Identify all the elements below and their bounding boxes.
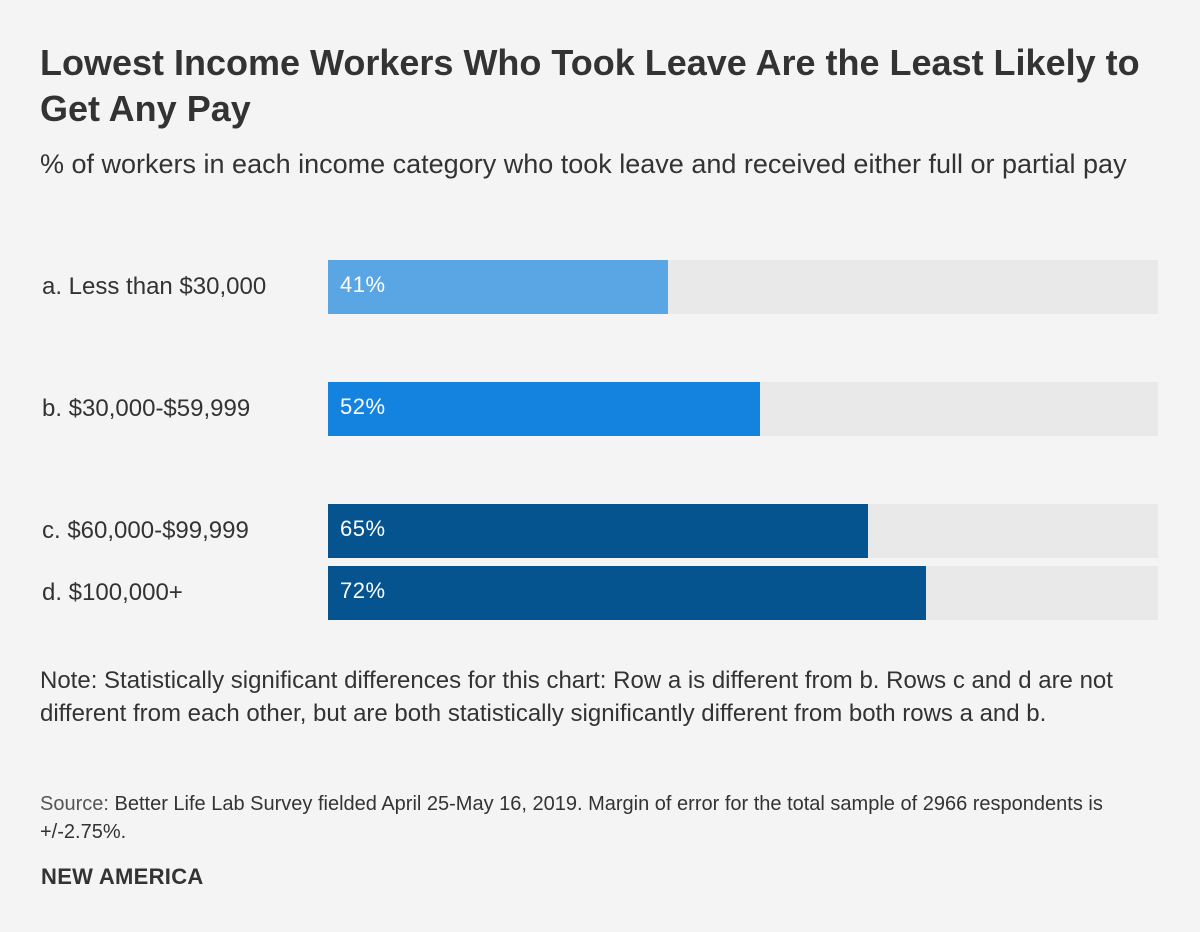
source-prefix: Source: xyxy=(40,793,109,815)
chart-title: Lowest Income Workers Who Took Leave Are… xyxy=(40,42,1140,129)
category-label: b. $30,000-$59,999 xyxy=(42,395,251,422)
bar: 41% xyxy=(328,260,668,314)
bar-value-label: 41% xyxy=(340,272,386,297)
chart-source: Source: Better Life Lab Survey fielded A… xyxy=(40,790,1170,846)
category-label: d. $100,000+ xyxy=(42,579,183,606)
bar: 52% xyxy=(328,382,760,436)
chart-subtitle: % of workers in each income category who… xyxy=(40,149,1127,179)
bar: 65% xyxy=(328,504,868,558)
bar: 72% xyxy=(328,566,926,620)
bar-track: 72% xyxy=(328,566,1158,620)
brand-logo-text: NEW AMERICA xyxy=(41,864,204,889)
bar-value-label: 65% xyxy=(340,516,386,541)
bar-track: 65% xyxy=(328,504,1158,558)
source-text: Better Life Lab Survey fielded April 25-… xyxy=(40,793,1103,843)
bar-value-label: 72% xyxy=(340,578,386,603)
bar-value-label: 52% xyxy=(340,394,386,419)
category-label: c. $60,000-$99,999 xyxy=(42,517,249,544)
bar-track: 52% xyxy=(328,382,1158,436)
chart-note: Note: Statistically significant differen… xyxy=(40,667,1113,727)
category-label: a. Less than $30,000 xyxy=(42,273,267,300)
bar-track: 41% xyxy=(328,260,1158,314)
